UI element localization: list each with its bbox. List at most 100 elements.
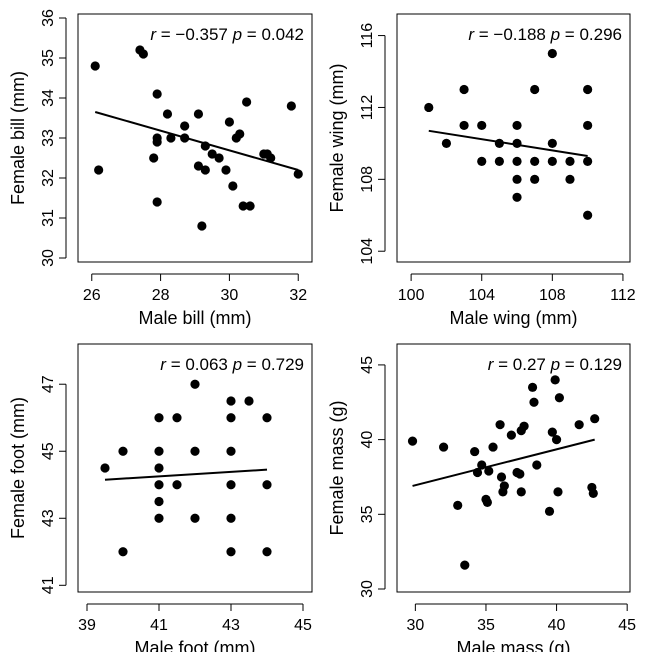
data-point [226, 513, 236, 523]
data-point [154, 480, 164, 490]
x-tick-label: 108 [539, 287, 566, 304]
stat-r-symbol: r [150, 25, 157, 44]
data-point [197, 221, 207, 231]
data-point [172, 480, 182, 490]
data-point [565, 174, 575, 184]
data-point [152, 89, 162, 99]
data-point [460, 560, 470, 570]
stat-annotation: r = 0.063 p = 0.729 [160, 355, 304, 374]
data-point [238, 201, 248, 211]
x-axis-label: Male bill (mm) [138, 308, 251, 328]
x-tick-label: 104 [468, 287, 495, 304]
plot-frame [77, 13, 313, 263]
data-point [138, 49, 148, 59]
data-point [530, 156, 540, 166]
data-point [494, 156, 504, 166]
data-point [544, 506, 555, 516]
data-point [515, 469, 525, 479]
regression-line [94, 111, 299, 171]
stat-p-symbol: p [550, 355, 560, 374]
data-point [226, 446, 236, 456]
y-tick-label: 45 [40, 442, 57, 460]
data-point [512, 120, 522, 131]
data-point [590, 414, 600, 424]
data-point [439, 442, 449, 452]
data-point [226, 547, 236, 557]
data-point [565, 156, 575, 166]
data-point [441, 138, 452, 148]
regression-line [428, 129, 588, 157]
y-axis-label: Female bill (mm) [8, 71, 28, 205]
regression-line [412, 438, 595, 487]
data-point [154, 446, 164, 456]
data-point [527, 382, 538, 392]
scatter-panel-2: 100 104 108 112 104 108 112 116 Male wing (mm) Fe… [327, 13, 636, 328]
scatter-panel-3: 39 41 43 45 41 43 45 47 Male foot (mm) Female foo… [8, 343, 313, 652]
y-tick-label: 32 [40, 169, 57, 187]
data-point [190, 513, 200, 523]
data-point [477, 460, 487, 470]
y-tick-label: 43 [40, 509, 57, 527]
data-point [551, 435, 562, 445]
data-point [550, 375, 560, 385]
data-point [245, 201, 255, 211]
data-point [470, 446, 480, 457]
stat-p-symbol: p [232, 25, 242, 44]
data-point [226, 413, 236, 423]
data-point [516, 487, 526, 497]
data-point [286, 101, 296, 111]
y-tick-label: 108 [359, 166, 376, 193]
scatter-panel-4: 30 35 40 45 30 35 40 45 Male mass (g) Female mass… [327, 343, 636, 652]
data-point [214, 153, 224, 163]
x-tick-label: 40 [548, 617, 566, 634]
data-point [94, 165, 104, 175]
y-tick-label: 30 [359, 580, 376, 598]
data-point [152, 137, 162, 147]
plot-frame [77, 343, 313, 593]
stat-p-symbol: p [550, 25, 560, 44]
data-point [293, 169, 303, 179]
stat-r-symbol: r [488, 355, 495, 374]
data-point [262, 547, 272, 557]
y-axis-label: Female foot (mm) [8, 397, 28, 539]
data-point [459, 84, 469, 95]
data-point [242, 97, 252, 107]
data-point [190, 379, 200, 389]
data-point [547, 48, 557, 59]
data-point [553, 487, 563, 497]
stat-p-value: = 0.042 [242, 25, 304, 44]
stat-r-value: = 0.063 [166, 355, 233, 374]
data-point [235, 129, 245, 139]
data-point [453, 500, 463, 510]
data-point [162, 109, 173, 119]
y-tick-label: 41 [40, 576, 57, 594]
data-point [499, 481, 509, 491]
data-point [494, 138, 504, 148]
x-tick-label: 35 [477, 617, 495, 634]
y-tick-label: 35 [40, 49, 57, 67]
data-point [583, 210, 593, 220]
data-point [226, 396, 236, 406]
x-axis-label: Male wing (mm) [449, 308, 577, 328]
x-tick-label: 39 [78, 617, 96, 634]
y-tick-label: 35 [359, 505, 376, 523]
stat-annotation: r = −0.357 p = 0.042 [150, 25, 304, 44]
data-point [588, 488, 598, 498]
data-point [180, 133, 190, 143]
data-point [190, 446, 200, 456]
stat-p-value: = 0.129 [560, 355, 622, 374]
data-point [172, 413, 182, 423]
y-tick-label: 33 [40, 129, 57, 147]
y-tick-label: 45 [359, 356, 376, 374]
data-point [583, 120, 593, 131]
data-point [118, 547, 128, 557]
scatter-panel-1: 26 28 30 32 30 31 32 33 34 35 36 Male bill (mm) Fema… [8, 9, 313, 328]
data-point [221, 165, 231, 175]
data-point [512, 156, 522, 166]
data-point [166, 133, 176, 143]
regression-line [104, 468, 268, 481]
data-point [152, 197, 162, 207]
data-point [472, 467, 483, 478]
stat-p-value: = 0.729 [242, 355, 304, 374]
x-tick-label: 45 [618, 617, 636, 634]
